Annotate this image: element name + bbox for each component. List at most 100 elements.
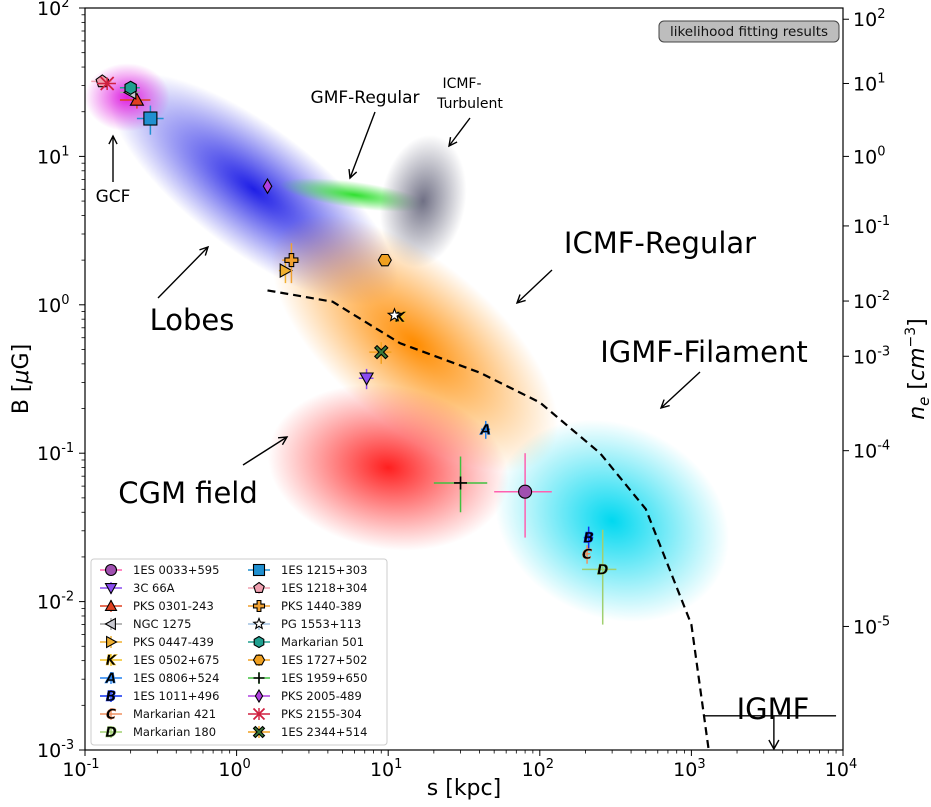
- svg-text:A: A: [105, 671, 117, 687]
- legend-entry-pg-1553-113: PG 1553+113: [248, 616, 361, 631]
- annotation-arrow: [516, 269, 553, 304]
- y2-tick-label: 10-4: [853, 439, 890, 463]
- plot-border: [84, 7, 844, 751]
- legend-label: PKS 2155-304: [281, 707, 362, 721]
- point-pks-0301-243: [119, 92, 151, 109]
- annotation-arrow: [242, 436, 288, 466]
- legend-label: Markarian 501: [281, 635, 364, 649]
- legend-label: 1ES 0806+524: [133, 671, 219, 685]
- annotation-gmf-regular: GMF-Regular: [311, 88, 420, 108]
- point-1es-0033-595: [494, 453, 552, 538]
- annotation-arrowhead: [108, 134, 118, 145]
- annotation-lobes: Lobes: [150, 303, 235, 337]
- point-1es-1727-502: [377, 253, 392, 267]
- legend-label: NGC 1275: [133, 617, 191, 631]
- y-tick-label: 10-1: [37, 441, 74, 465]
- legend-label: PG 1553+113: [281, 617, 361, 631]
- annotations: GCF Lobes GMF-Regular ICMF- Turbulent ICMF-Re…: [96, 76, 810, 726]
- svg-text:B: B: [106, 689, 117, 705]
- point-pg-1553-113: [386, 307, 403, 322]
- legend-label: 1ES 1959+650: [281, 671, 367, 685]
- x-tick-label: 10-1: [62, 757, 99, 781]
- marker-3c-66a: [359, 372, 375, 386]
- annotation-arrowhead: [277, 436, 289, 446]
- legend-label: Markarian 421: [133, 707, 216, 721]
- point-pks-2005-489: [262, 177, 273, 195]
- y-tick-label: 10-2: [37, 590, 74, 614]
- x-axis-ticks: 10-1 100 101 102 103 104: [62, 750, 857, 781]
- annotation-igmf: IGMF: [737, 692, 810, 726]
- region-icmf-turbulent: [379, 134, 467, 268]
- x-tick-label: 104: [825, 757, 857, 781]
- point-markarian-180: D: [582, 529, 617, 625]
- y2-tick-label: 100: [853, 144, 885, 168]
- legend-entry-pks-0447-439: PKS 0447-439: [100, 635, 214, 649]
- x-tick-label: 101: [370, 757, 402, 781]
- y2-axis-ticks: 10-5 10-4 10-3 10-2 10-1 100 101 102: [843, 7, 890, 638]
- legend-label: 1ES 0033+595: [133, 563, 219, 577]
- svg-text:D: D: [105, 725, 117, 741]
- annotation-icmf: ICMF-: [442, 76, 481, 92]
- marker-1es-0806-524: A: [479, 422, 491, 438]
- annotation-gcf: GCF: [96, 187, 131, 207]
- legend-entry-1es-0502-675: K 1ES 0502+675: [100, 653, 219, 669]
- y-tick-label: 101: [37, 144, 69, 168]
- point-1es-1215-303: [136, 105, 164, 135]
- legend-entry-1es-1215-303: 1ES 1215+303: [248, 563, 367, 577]
- marker-markarian-501: [124, 80, 137, 95]
- y2-tick-label: 10-5: [853, 614, 890, 638]
- x-axis-label: s [kpc]: [427, 776, 501, 801]
- region-clouds: [84, 63, 730, 623]
- svg-text:C: C: [106, 707, 117, 723]
- marker-1es-1011-496: B: [583, 531, 594, 547]
- region-icmf-regular: [271, 215, 559, 472]
- legend-label: 1ES 1218+304: [281, 581, 367, 595]
- legend-label: 1ES 0502+675: [133, 653, 219, 667]
- point-markarian-421: C: [582, 545, 593, 564]
- legend-label: 1ES 2344+514: [281, 725, 367, 739]
- annotation-arrowhead: [348, 168, 358, 180]
- y-tick-label: 102: [37, 0, 69, 20]
- point-pks-0447-439: [278, 260, 294, 284]
- legend-entry-3c-66a: 3C 66A: [100, 581, 175, 595]
- legend-entry-pks-1440-389: PKS 1440-389: [248, 599, 362, 613]
- x-tick-label: 102: [522, 757, 554, 781]
- point-1es-0806-524: A: [479, 420, 491, 439]
- point-markarian-501: [119, 80, 140, 95]
- legend-entry-markarian-421: C Markarian 421: [100, 707, 216, 723]
- results-badge: likelihood fitting results: [658, 20, 840, 43]
- annotation-arrow: [660, 371, 701, 409]
- marker-1es-2344-514: [373, 344, 389, 360]
- annotation-arrow: [157, 246, 209, 299]
- limit-line-path: [267, 289, 710, 751]
- legend-entry-markarian-501: Markarian 501: [248, 635, 364, 649]
- annotation-arrow: [448, 117, 471, 147]
- legend-label: PKS 0301-243: [133, 599, 214, 613]
- marker-1es-1727-502: [377, 253, 392, 267]
- legend-entry-pks-0301-243: PKS 0301-243: [100, 599, 214, 613]
- legend-label: 1ES 1215+303: [281, 563, 367, 577]
- legend-entry-markarian-180: D Markarian 180: [100, 725, 216, 741]
- legend-entry-1es-1011-496: B 1ES 1011+496: [100, 689, 219, 705]
- legend-label: PKS 1440-389: [281, 599, 362, 613]
- legend-box: [90, 558, 388, 746]
- legend-label: PKS 2005-489: [281, 689, 362, 703]
- y-tick-label: 10-3: [37, 738, 74, 762]
- region-cgm-field: [267, 384, 509, 551]
- legend-entry-pks-2155-304: PKS 2155-304: [248, 707, 362, 721]
- legend-label: 1ES 1727+502: [281, 653, 367, 667]
- annotation-turbulent: Turbulent: [436, 96, 503, 112]
- legend-entry-1es-2344-514: 1ES 2344+514: [248, 725, 367, 739]
- marker-markarian-180: D: [597, 562, 609, 578]
- legend-label: Markarian 180: [133, 725, 216, 739]
- marker-markarian-421: C: [582, 547, 593, 563]
- legend-entry-1es-1218-304: 1ES 1218+304: [248, 581, 367, 595]
- legend-label: PKS 0447-439: [133, 635, 214, 649]
- marker-pks-1440-389: [284, 253, 299, 268]
- marker-1es-1215-303: [143, 111, 158, 126]
- badge-box: [658, 20, 840, 43]
- point-pks-1440-389: [282, 243, 300, 284]
- marker-pg-1553-113: [386, 307, 403, 322]
